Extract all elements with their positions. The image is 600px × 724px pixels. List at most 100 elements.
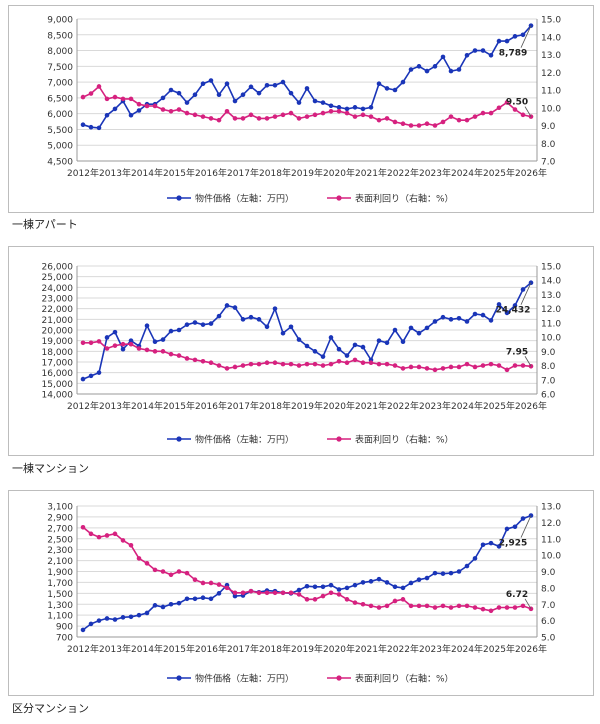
yield-point [160, 107, 166, 112]
price-point [184, 100, 190, 105]
price-point [264, 82, 270, 88]
price-point [96, 618, 102, 623]
x-tick-label: 2019年 [291, 400, 323, 412]
yield-point [256, 361, 262, 367]
price-point [96, 370, 102, 375]
y-left-tick-label: 5,000 [47, 142, 73, 152]
series-yield [80, 84, 534, 128]
y-right-tick-label: 14.0 [541, 277, 561, 287]
x-tick-label: 2022年 [387, 643, 419, 655]
yield-point [208, 580, 214, 586]
price-point [136, 612, 142, 618]
yield-point [296, 363, 302, 368]
price-point [256, 90, 262, 96]
legend-label: 表面利回り（右軸：%） [355, 193, 454, 205]
yield-point [424, 366, 430, 371]
series-price [80, 280, 534, 382]
price-point [312, 349, 318, 354]
yield-point [112, 343, 118, 348]
price-point [336, 587, 342, 592]
yield-point [480, 363, 486, 368]
yield-point [400, 366, 406, 371]
x-tick-label: 2012年 [67, 167, 99, 179]
yield-point [296, 592, 302, 597]
yield-point [256, 116, 262, 121]
y-left-tick-label: 6,000 [47, 110, 73, 120]
price-point [240, 317, 246, 322]
price-point [200, 81, 206, 86]
x-tick-label: 2025年 [483, 643, 515, 655]
y-left-tick-label: 15,000 [42, 380, 74, 390]
yield-point [88, 91, 94, 96]
price-point [248, 84, 254, 90]
y-left-tick-label: 2,700 [47, 524, 73, 534]
yield-point [416, 123, 422, 128]
price-point [416, 330, 422, 336]
price-point [512, 34, 518, 39]
price-point [464, 563, 470, 569]
yield-point [224, 109, 230, 114]
yield-point [344, 360, 350, 366]
price-point [400, 585, 406, 591]
price-point [104, 335, 110, 340]
yield-point [248, 361, 254, 367]
yield-point [104, 96, 110, 102]
price-point [184, 322, 190, 327]
yield-point [328, 590, 334, 596]
x-tick-label: 2021年 [355, 643, 387, 655]
price-point [392, 584, 398, 590]
yield-point [368, 360, 374, 366]
yield-point [408, 603, 414, 609]
price-point [368, 579, 374, 584]
price-point [312, 98, 318, 104]
yield-point [360, 601, 366, 607]
price-point [312, 584, 318, 590]
y-right-tick-label: 6.0 [541, 391, 556, 401]
yield-point [384, 116, 390, 121]
price-point [248, 314, 254, 320]
yield-point [352, 600, 358, 605]
yield-point [320, 593, 326, 599]
y-left-tick-label: 16,000 [42, 369, 74, 379]
x-tick-label: 2017年 [227, 167, 259, 179]
yield-point [352, 357, 358, 363]
price-point [344, 585, 350, 591]
y-right-tick-label: 12.0 [541, 305, 561, 315]
price-point [112, 329, 118, 335]
price-point [120, 346, 126, 352]
price-point [144, 323, 150, 329]
price-point [360, 580, 366, 585]
y-left-tick-label: 2,100 [47, 557, 73, 567]
yield-point [488, 361, 494, 367]
price-point [200, 595, 206, 600]
x-tick-label: 2012年 [67, 643, 99, 655]
y-right-tick-label: 9.0 [541, 568, 556, 578]
yield-point [176, 107, 182, 112]
price-point [320, 100, 326, 105]
y-right-tick-label: 11.0 [541, 87, 561, 97]
price-point [488, 318, 494, 323]
series-price-line [82, 514, 532, 631]
yield-point [328, 361, 334, 367]
x-tick-label: 2020年 [323, 167, 355, 179]
yield-point [520, 603, 526, 609]
yield-point [448, 114, 454, 119]
yield-point [296, 116, 302, 121]
y-left-tick-label: 22,000 [42, 305, 74, 315]
price-point [112, 106, 118, 112]
price-point [400, 339, 406, 345]
price-point [504, 310, 510, 316]
yield-point [408, 364, 414, 370]
yield-point [344, 597, 350, 602]
price-point [128, 614, 134, 620]
yield-point [128, 341, 134, 347]
y-left-tick-label: 26,000 [42, 263, 74, 273]
y-right-tick-label: 10.0 [541, 552, 561, 562]
y-left-tick-label: 1,500 [47, 590, 73, 600]
yield-point [256, 590, 262, 596]
price-point [88, 373, 94, 379]
yield-point [480, 606, 486, 612]
yield-point [168, 572, 174, 578]
x-tick-label: 2018年 [259, 643, 291, 655]
x-tick-label: 2020年 [323, 400, 355, 412]
